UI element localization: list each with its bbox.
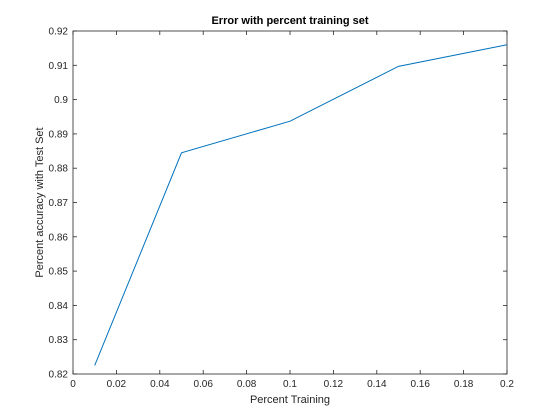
x-tick-label: 0.14 [367, 379, 387, 390]
x-tick-label: 0.16 [410, 379, 430, 390]
x-tick-label: 0 [70, 379, 76, 390]
x-tick-label: 0.04 [150, 379, 170, 390]
plot-area [72, 30, 508, 375]
data-point [94, 365, 95, 366]
x-tick-label: 0.12 [324, 379, 344, 390]
data-point [398, 66, 399, 67]
x-axis-ticks: 0 0.02 0.04 0.06 0.08 0.1 0.12 0.14 0.16 0.18 0.2 [70, 31, 514, 390]
data-point [507, 44, 508, 45]
x-tick-label: 0.18 [454, 379, 474, 390]
y-tick-label: 0.82 [49, 370, 69, 381]
y-tick-label: 0.83 [49, 335, 69, 346]
series-layer [94, 44, 508, 366]
y-tick-label: 0.86 [49, 232, 69, 243]
x-tick-label: 0.08 [237, 379, 257, 390]
y-tick-label: 0.9 [54, 95, 68, 106]
data-point [290, 121, 291, 122]
data-point [181, 152, 182, 153]
x-tick-label: 0.1 [283, 379, 297, 390]
y-axis-ticks: 0.82 0.83 0.84 0.85 0.86 0.87 0.88 0.89 0.9 0.91 0… [49, 27, 507, 381]
x-tick-label: 0.02 [107, 379, 127, 390]
y-tick-label: 0.88 [49, 164, 69, 175]
series-line [94, 44, 508, 366]
y-tick-label: 0.85 [49, 267, 69, 278]
chart-title: Error with percent training set [211, 15, 368, 27]
x-tick-label: 0.2 [500, 379, 514, 390]
y-tick-label: 0.92 [49, 27, 69, 38]
x-tick-label: 0.06 [193, 379, 213, 390]
y-tick-label: 0.84 [49, 301, 69, 312]
y-axis-label: Percent accuracy with Test Set [34, 127, 46, 277]
x-axis-label: Percent Training [250, 394, 330, 406]
y-tick-label: 0.89 [49, 129, 69, 140]
y-tick-label: 0.91 [49, 61, 69, 72]
y-tick-label: 0.87 [49, 198, 69, 209]
